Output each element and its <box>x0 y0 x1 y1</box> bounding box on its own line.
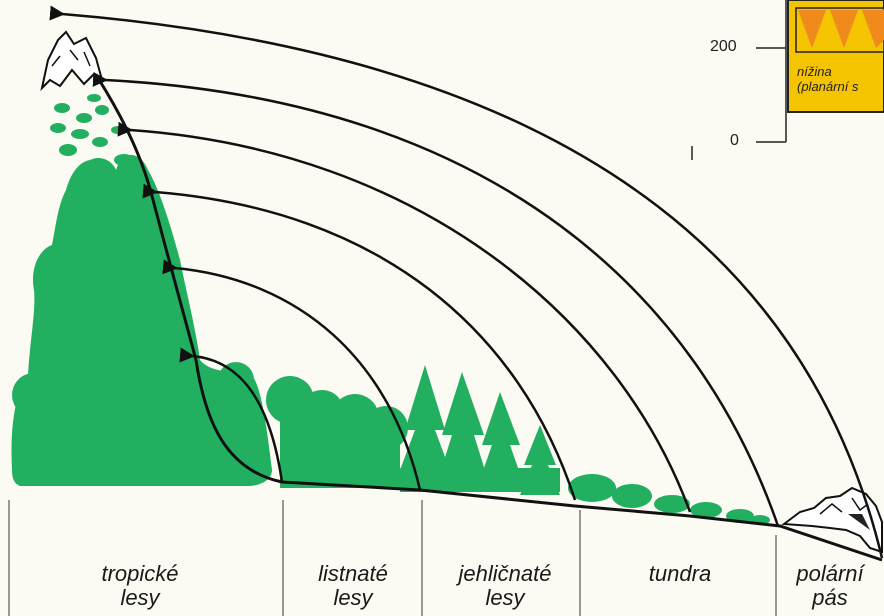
zone-dividers <box>8 500 777 616</box>
zone-label-polar: polární pás <box>778 562 882 610</box>
legend-box <box>787 0 884 113</box>
tick-label-0: 0 <box>730 132 739 149</box>
alpine-plants <box>50 94 134 166</box>
zone-label-line1: jehličnaté <box>458 561 552 586</box>
terrain-profile-line <box>194 359 883 562</box>
arrow-tundra-to-alpine <box>92 71 780 527</box>
zone-label-deciduous: listnaté lesy <box>288 562 418 610</box>
zone-label-tundra: tundra <box>600 562 760 586</box>
tick-label-200: 200 <box>710 38 737 55</box>
zone-label-line2: lesy <box>333 585 373 610</box>
mountain-peak <box>40 30 104 92</box>
zone-label-line2: lesy <box>120 585 160 610</box>
altitude-scale <box>691 0 787 160</box>
tundra-shrubs <box>568 474 770 525</box>
arrow-polar-to-peak <box>49 5 884 559</box>
zone-label-tropical: tropické lesy <box>50 562 230 610</box>
zone-label-line1: tundra <box>648 561 712 586</box>
vegetation-illustration <box>11 94 770 525</box>
legend-line-2: (planární s <box>797 79 859 94</box>
arrow-tundra-to-shrubs <box>117 121 692 513</box>
tropical-canopy <box>12 183 172 417</box>
arrow-coniferous <box>142 183 577 501</box>
legend-label: nížina (planární s <box>797 64 858 94</box>
coniferous-forest <box>400 365 560 495</box>
zone-label-line1: polární <box>796 561 864 586</box>
zone-label-line1: tropické <box>101 561 179 586</box>
deciduous-forest <box>218 362 408 488</box>
polar-mountain <box>781 486 883 554</box>
zone-label-line2: pás <box>812 585 848 610</box>
arrow-deciduous <box>179 347 284 483</box>
legend-line-1: nížina <box>797 64 832 79</box>
zone-label-line1: listnaté <box>318 561 388 586</box>
zone-label-coniferous: jehličnaté lesy <box>430 562 580 610</box>
arrow-coniferous-lower <box>162 259 422 491</box>
zone-arrows <box>49 5 884 559</box>
zone-label-line2: lesy <box>485 585 525 610</box>
